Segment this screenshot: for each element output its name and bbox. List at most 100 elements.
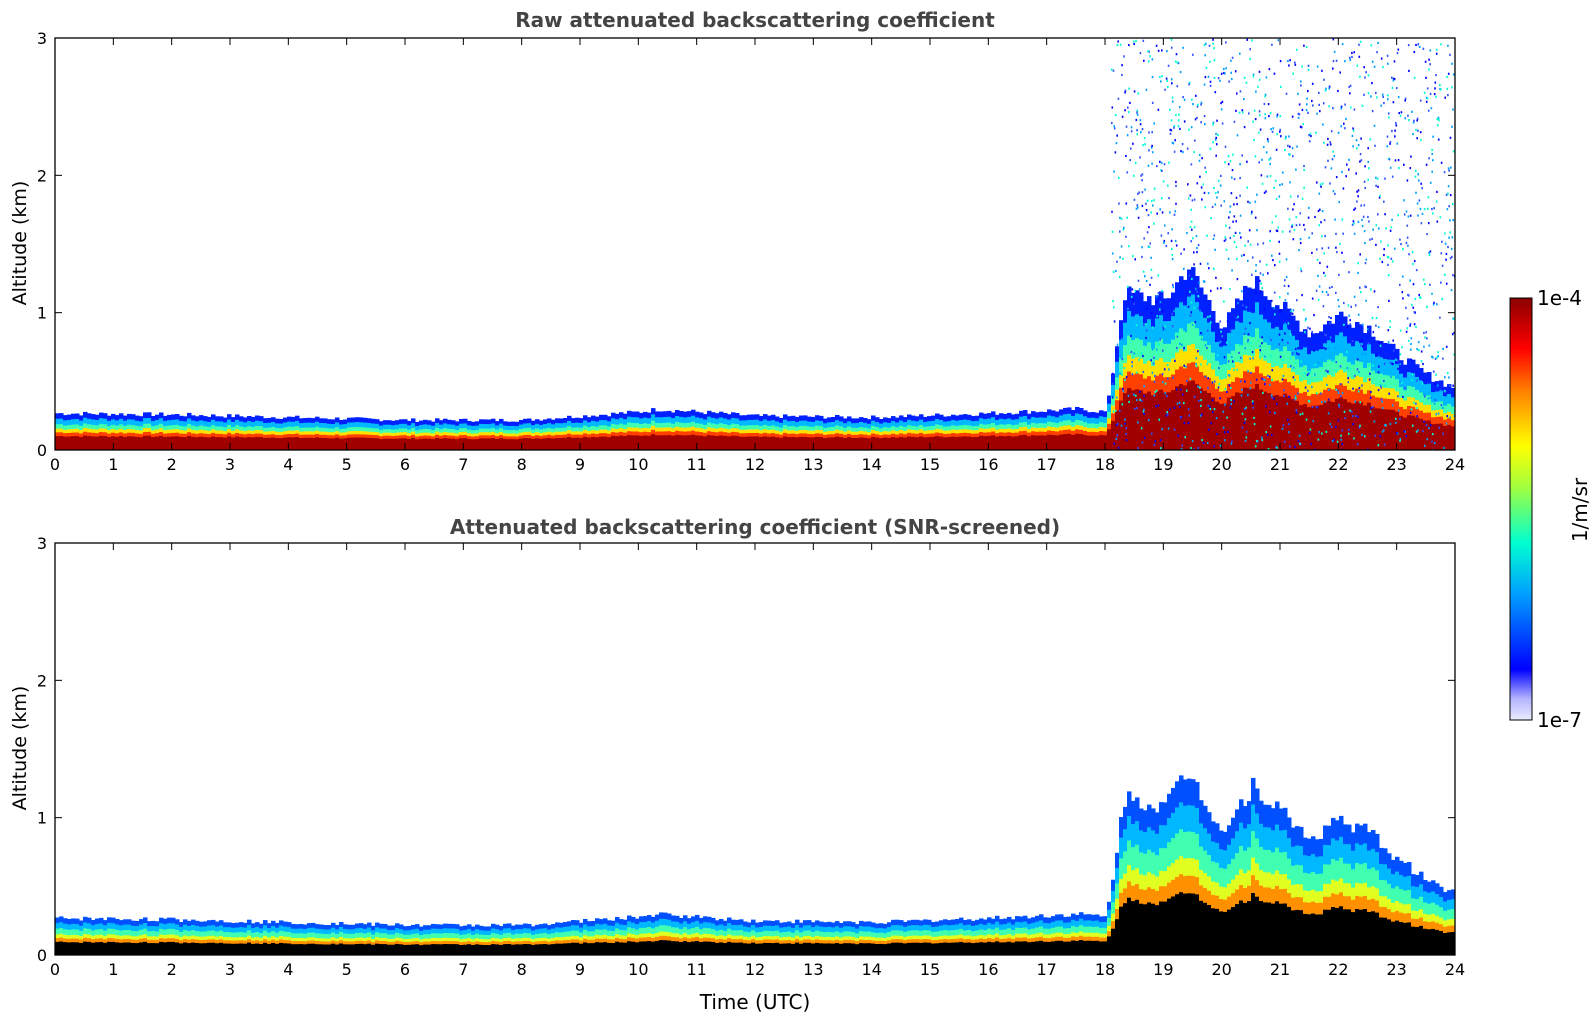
noise-speckle: [1199, 386, 1201, 389]
noise-speckle: [1181, 444, 1184, 447]
noise-speckle: [1296, 145, 1298, 148]
noise-speckle: [1139, 119, 1142, 122]
backscatter-column-raw: [1107, 429, 1112, 450]
noise-speckle: [1157, 404, 1160, 407]
noise-speckle: [1412, 424, 1414, 427]
backscatter-column-raw: [747, 436, 752, 450]
noise-speckle: [1119, 216, 1121, 219]
noise-speckle: [1345, 117, 1347, 120]
noise-speckle: [1294, 63, 1297, 66]
noise-speckle: [1283, 389, 1285, 392]
noise-speckle: [1253, 423, 1256, 426]
backscatter-column-snr: [599, 942, 604, 955]
noise-speckle: [1425, 76, 1427, 79]
noise-speckle: [1271, 254, 1273, 257]
noise-speckle: [1421, 187, 1423, 190]
backscatter-column-raw: [379, 439, 384, 450]
noise-speckle: [1214, 138, 1217, 141]
noise-speckle: [1233, 120, 1236, 123]
backscatter-column-raw: [499, 438, 504, 450]
noise-speckle: [1248, 112, 1250, 115]
noise-speckle: [1359, 424, 1361, 427]
noise-speckle: [1118, 275, 1121, 278]
noise-speckle: [1321, 182, 1324, 185]
noise-speckle: [1420, 222, 1423, 225]
noise-speckle: [1399, 283, 1401, 286]
noise-speckle: [1447, 44, 1449, 47]
backscatter-column-raw: [1131, 390, 1136, 450]
noise-speckle: [1395, 358, 1397, 361]
backscatter-column-raw: [687, 435, 692, 450]
noise-speckle: [1427, 222, 1430, 225]
noise-speckle: [1225, 224, 1227, 227]
noise-speckle: [1349, 58, 1352, 62]
noise-speckle: [1392, 339, 1394, 342]
noise-speckle: [1324, 400, 1326, 403]
backscatter-column-raw: [155, 436, 160, 450]
noise-speckle: [1158, 418, 1160, 421]
noise-speckle: [1140, 427, 1143, 430]
backscatter-column-snr: [635, 942, 640, 955]
noise-speckle: [1447, 371, 1449, 375]
x-tick-label-raw: 1: [108, 455, 118, 474]
noise-speckle: [1363, 93, 1365, 96]
noise-speckle: [1141, 204, 1144, 207]
noise-speckle: [1425, 163, 1428, 166]
noise-speckle: [1409, 348, 1412, 351]
backscatter-column-snr: [375, 943, 380, 955]
noise-speckle: [1386, 94, 1389, 97]
noise-speckle: [1283, 394, 1285, 398]
noise-speckle: [1301, 197, 1304, 200]
noise-speckle: [1143, 323, 1145, 327]
noise-speckle: [1159, 308, 1161, 311]
noise-speckle: [1125, 235, 1127, 238]
noise-speckle: [1254, 118, 1257, 121]
noise-speckle: [1237, 315, 1239, 318]
noise-speckle: [1140, 131, 1142, 134]
noise-speckle: [1331, 158, 1334, 161]
noise-speckle: [1402, 395, 1404, 398]
noise-speckle: [1426, 97, 1429, 100]
noise-speckle: [1213, 59, 1216, 62]
backscatter-column-raw: [1011, 436, 1016, 450]
noise-speckle: [1343, 323, 1345, 326]
noise-speckle: [1435, 95, 1437, 98]
noise-speckle: [1335, 388, 1337, 391]
noise-speckle: [1243, 76, 1246, 79]
noise-speckle: [1216, 143, 1218, 146]
noise-speckle: [1287, 285, 1290, 288]
noise-speckle: [1431, 207, 1433, 211]
backscatter-column-snr: [699, 942, 704, 955]
backscatter-column-snr: [359, 943, 364, 955]
noise-speckle: [1347, 381, 1350, 384]
noise-speckle: [1252, 75, 1254, 78]
noise-speckle: [1171, 100, 1174, 103]
noise-speckle: [1123, 367, 1126, 370]
noise-speckle: [1426, 438, 1429, 441]
noise-speckle: [1279, 115, 1282, 118]
noise-speckle: [1339, 365, 1342, 368]
noise-speckle: [1371, 110, 1374, 113]
backscatter-column-raw: [599, 436, 604, 450]
noise-speckle: [1371, 82, 1373, 85]
noise-speckle: [1433, 301, 1435, 304]
noise-speckle: [1379, 435, 1382, 438]
noise-speckle: [1364, 242, 1366, 245]
backscatter-column-raw: [1171, 390, 1176, 450]
noise-speckle: [1417, 214, 1419, 217]
noise-speckle: [1279, 310, 1282, 313]
noise-speckle: [1353, 51, 1355, 54]
noise-speckle: [1404, 430, 1406, 433]
backscatter-column-snr: [87, 941, 92, 955]
noise-speckle: [1281, 378, 1284, 381]
noise-speckle: [1317, 438, 1320, 441]
noise-speckle: [1175, 202, 1177, 205]
backscatter-column-raw: [511, 439, 516, 450]
noise-speckle: [1173, 124, 1176, 128]
noise-speckle: [1161, 381, 1164, 384]
backscatter-column-snr: [639, 941, 644, 955]
noise-speckle: [1334, 218, 1336, 221]
noise-speckle: [1359, 253, 1361, 256]
noise-speckle: [1241, 290, 1243, 293]
noise-speckle: [1450, 289, 1453, 292]
